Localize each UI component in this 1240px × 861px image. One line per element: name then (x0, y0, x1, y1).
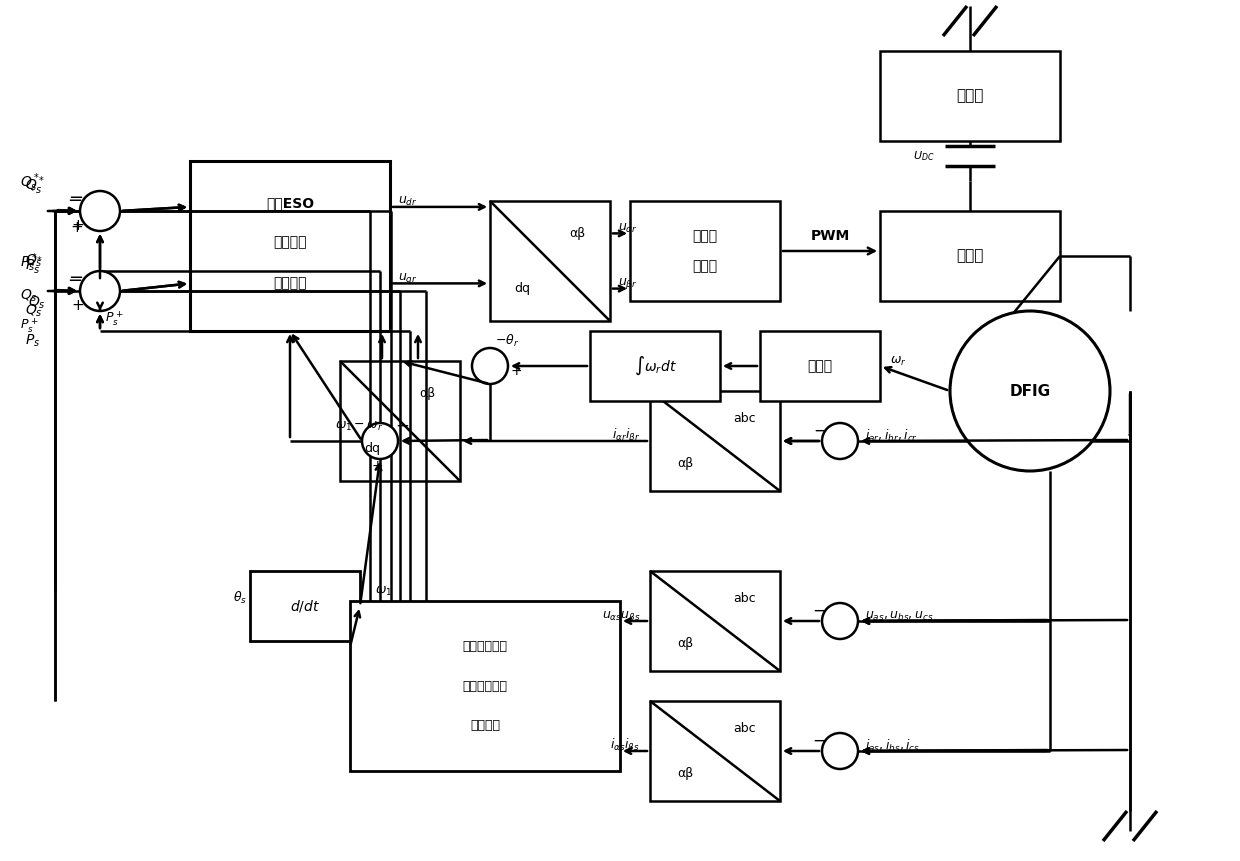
Text: $u_{\alpha s}u_{\beta s}$: $u_{\alpha s}u_{\beta s}$ (601, 609, 640, 623)
Text: $P_s^+$: $P_s^+$ (105, 310, 124, 328)
Text: $Q_s$: $Q_s$ (20, 288, 37, 304)
Text: $u_{\beta r}$: $u_{\beta r}$ (618, 276, 637, 291)
Text: $\omega_1-\omega_r$: $\omega_1-\omega_r$ (335, 419, 383, 432)
Text: 滑模变结: 滑模变结 (273, 236, 306, 250)
Text: $\omega_r$: $\omega_r$ (890, 355, 906, 368)
Text: 定子磁链、有: 定子磁链、有 (463, 641, 507, 653)
Text: dq: dq (515, 282, 531, 295)
Text: 量调制: 量调制 (692, 259, 718, 273)
Bar (350, 601, 620, 771)
Text: $u_{\alpha r}$: $u_{\alpha r}$ (618, 222, 637, 235)
Text: DFIG: DFIG (1009, 383, 1050, 399)
Text: $Q_s$: $Q_s$ (25, 253, 43, 269)
Bar (650, 701, 780, 801)
Text: $i_{\alpha s}i_{\beta s}$: $i_{\alpha s}i_{\beta s}$ (610, 737, 640, 755)
Text: −: − (68, 189, 83, 207)
Text: dq: dq (365, 442, 381, 455)
Text: −: − (812, 732, 826, 750)
Text: −: − (813, 422, 827, 440)
Bar (880, 211, 1060, 301)
Bar (340, 361, 460, 481)
Text: $d/dt$: $d/dt$ (290, 598, 320, 614)
Circle shape (472, 348, 508, 384)
Text: $u_{qr}$: $u_{qr}$ (398, 271, 418, 286)
Text: +: + (72, 299, 84, 313)
Circle shape (822, 603, 858, 639)
Text: αβ: αβ (419, 387, 435, 400)
Text: PWM: PWM (811, 229, 849, 243)
Bar (190, 161, 391, 331)
Text: abc: abc (734, 592, 756, 604)
Text: +: + (510, 364, 522, 378)
Bar (760, 331, 880, 401)
Text: 功率计算: 功率计算 (470, 719, 500, 732)
Text: $i_{ar},i_{br},i_{cr}$: $i_{ar},i_{br},i_{cr}$ (866, 428, 918, 444)
Text: $Q_s^*$: $Q_s^*$ (20, 171, 40, 195)
Bar (650, 571, 780, 671)
Circle shape (822, 733, 858, 769)
Text: 逆变器: 逆变器 (956, 249, 983, 263)
Bar (490, 201, 610, 321)
Bar (590, 331, 720, 401)
Text: αβ: αβ (569, 227, 585, 240)
Text: $U_{DC}$: $U_{DC}$ (914, 149, 935, 163)
Text: $i_{as},i_{bs},i_{cs}$: $i_{as},i_{bs},i_{cs}$ (866, 738, 920, 754)
Bar (650, 391, 780, 491)
Text: −: − (67, 272, 83, 290)
Text: $P_s^*$: $P_s^*$ (25, 255, 42, 277)
Text: αβ: αβ (677, 767, 693, 781)
Text: 构控制器: 构控制器 (273, 276, 306, 290)
Circle shape (81, 191, 120, 231)
Text: $Q_s^*$: $Q_s^*$ (25, 175, 45, 197)
Text: abc: abc (734, 722, 756, 734)
Text: −: − (67, 192, 83, 210)
Text: +: + (71, 220, 83, 234)
Circle shape (950, 311, 1110, 471)
Text: 编码器: 编码器 (807, 359, 832, 373)
Text: $P_s^*$: $P_s^*$ (20, 251, 37, 275)
Text: $\int\omega_r dt$: $\int\omega_r dt$ (634, 355, 677, 377)
Text: $u_{as},u_{bs},u_{cs}$: $u_{as},u_{bs},u_{cs}$ (866, 610, 934, 623)
Text: $i_{\alpha r}i_{\beta r}$: $i_{\alpha r}i_{\beta r}$ (611, 427, 640, 445)
Text: 空间矢: 空间矢 (692, 229, 718, 243)
Text: αβ: αβ (677, 637, 693, 651)
Text: $P_s^+$: $P_s^+$ (20, 317, 38, 336)
Text: abc: abc (734, 412, 756, 424)
Text: 功功率和无功: 功功率和无功 (463, 679, 507, 692)
Text: +: + (72, 219, 84, 233)
Bar (250, 571, 360, 641)
Text: $-\theta_r$: $-\theta_r$ (495, 333, 520, 349)
Text: 整流器: 整流器 (956, 89, 983, 103)
Text: $u_{dr}$: $u_{dr}$ (398, 195, 418, 208)
Text: $Q_s$: $Q_s$ (25, 303, 43, 319)
Text: −: − (68, 269, 83, 287)
Text: $Q_s$: $Q_s$ (29, 294, 46, 311)
Text: $\omega_1$: $\omega_1$ (374, 585, 392, 598)
Bar (880, 51, 1060, 141)
Circle shape (822, 423, 858, 459)
Text: αβ: αβ (677, 457, 693, 470)
Text: −: − (396, 417, 409, 435)
Text: 基于ESO: 基于ESO (265, 196, 314, 210)
Text: $\theta_s$: $\theta_s$ (233, 590, 247, 606)
Circle shape (362, 423, 398, 459)
Bar (630, 201, 780, 301)
Text: +: + (371, 459, 383, 473)
Text: $P_s$: $P_s$ (25, 333, 40, 350)
Circle shape (81, 271, 120, 311)
Text: −: − (812, 602, 826, 620)
